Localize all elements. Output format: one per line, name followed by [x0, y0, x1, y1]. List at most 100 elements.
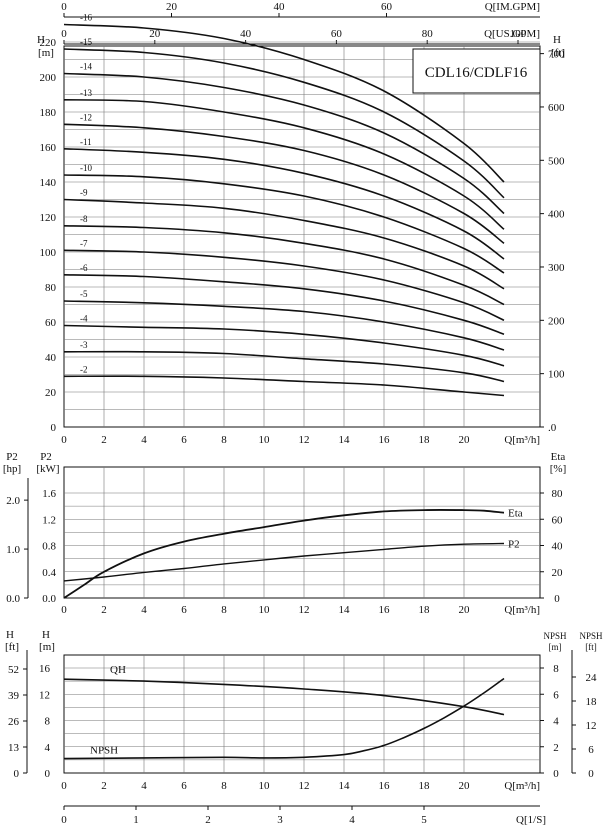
chart-title: CDL16/CDLF16 — [425, 65, 528, 81]
qh-stage-label: -7 — [80, 238, 88, 248]
npsh-ft-tick-label: 0 — [588, 768, 594, 780]
npsh-ft-unit: [ft] — [585, 642, 597, 652]
head-ft-tick-label: .0 — [548, 422, 557, 434]
p2-kw-unit: P2 — [40, 451, 52, 463]
im-gpm-tick-label: 40 — [274, 1, 286, 13]
eta-curve — [63, 509, 505, 599]
p2-kw-tick-label: 0.0 — [42, 593, 56, 605]
qh-curve — [63, 148, 505, 260]
head-m-tick-label: 100 — [40, 247, 57, 259]
qh-small-curve — [63, 678, 505, 716]
us-gpm-tick-label: 0 — [61, 28, 67, 40]
h-ft-small-tick-label: 52 — [8, 664, 19, 676]
qh-stage-label: -16 — [80, 13, 92, 23]
npsh-x-tick-label: 16 — [379, 780, 391, 792]
p2-hp-unit: P2 — [6, 451, 18, 463]
npsh-ft-tick-label: 6 — [588, 744, 594, 756]
head-m-tick-label: 180 — [40, 107, 57, 119]
chart-frames — [23, 13, 576, 810]
npsh-x-tick-label: 20 — [459, 780, 471, 792]
h-m-small-tick-label: 12 — [39, 689, 50, 701]
qh-stage-label: -2 — [80, 364, 88, 374]
npsh-m-unit: [m] — [549, 642, 562, 652]
us-gpm-axis-label: Q[US.GPM] — [484, 28, 540, 40]
qh-stage-label: -8 — [80, 214, 88, 224]
qh-x-tick-label: 20 — [459, 434, 471, 446]
npsh-x-tick-label: 14 — [339, 780, 351, 792]
eta-unit: Eta — [551, 451, 566, 463]
eta-tick-label: 60 — [552, 514, 564, 526]
qh-stage-label: -15 — [80, 37, 92, 47]
qh-stage-label: -11 — [80, 137, 92, 147]
p2-curve — [63, 542, 505, 582]
qh-x-tick-label: 16 — [379, 434, 391, 446]
p2-hp-tick-label: 2.0 — [6, 495, 20, 507]
head-m-tick-label: 200 — [40, 72, 57, 84]
npsh-ft-tick-label: 18 — [586, 696, 598, 708]
p2-x-tick-label: 18 — [419, 604, 431, 616]
h-m-small-unit: H — [42, 629, 50, 641]
head-ft-unit: [ft] — [551, 47, 565, 59]
us-gpm-tick-label: 60 — [331, 28, 343, 40]
eta-tick-label: 40 — [552, 541, 564, 553]
npsh-m-tick-label: 6 — [553, 689, 559, 701]
qh-curve — [63, 324, 505, 367]
qh-curve — [63, 249, 505, 322]
head-ft-tick-label: 200 — [548, 315, 565, 327]
h-m-small-tick-label: 0 — [45, 768, 51, 780]
chart-curves — [63, 23, 505, 760]
im-gpm-tick-label: 20 — [166, 1, 178, 13]
qh-stage-label: -3 — [80, 340, 88, 350]
head-m-tick-label: 0 — [51, 422, 57, 434]
qh-stage-label: -10 — [80, 163, 92, 173]
head-m-tick-label: 160 — [40, 142, 57, 154]
h-ft-small-unit: H — [6, 629, 14, 641]
head-m-tick-label: 40 — [45, 352, 57, 364]
eta-tick-label: 80 — [552, 488, 564, 500]
head-m-tick-label: 120 — [40, 212, 57, 224]
eta-tick-label: 0 — [554, 593, 560, 605]
head-m-tick-label: 60 — [45, 317, 57, 329]
p2-kw-tick-label: 1.6 — [42, 488, 56, 500]
p2-x-tick-label: 0 — [61, 604, 67, 616]
npsh-ft-unit: NPSH — [579, 631, 603, 641]
npsh-ft-tick-label: 24 — [586, 672, 598, 684]
qh-x-tick-label: 18 — [419, 434, 431, 446]
chart-text: 0 20 40 60 Q[IM.GPM]0 20 40 60 80 100Q[US.GPM]020… — [3, 1, 603, 826]
p2-series-label: P2 — [508, 539, 520, 551]
us-gpm-tick-label: 100 — [510, 28, 527, 40]
qh-curve — [63, 72, 505, 215]
qh-curve — [63, 350, 505, 383]
head-m-unit: [m] — [38, 47, 54, 59]
qh-stage-label: -6 — [80, 263, 88, 273]
p2-hp-tick-label: 0.0 — [6, 593, 20, 605]
npsh-series-label: NPSH — [90, 745, 118, 757]
npsh-x-tick-label: 12 — [299, 780, 310, 792]
npsh-x-tick-label: 4 — [141, 780, 147, 792]
qh-curve — [63, 274, 505, 336]
h-m-small-tick-label: 16 — [39, 663, 51, 675]
head-ft-tick-label: 300 — [548, 262, 565, 274]
qh-stage-label: -9 — [80, 188, 88, 198]
im-gpm-tick-label: 0 — [61, 1, 67, 13]
h-ft-small-tick-label: 13 — [8, 742, 20, 754]
h-m-small-tick-label: 4 — [45, 742, 51, 754]
p2-x-tick-label: 6 — [181, 604, 187, 616]
eta-unit: [%] — [550, 463, 567, 475]
h-ft-small-unit: [ft] — [5, 641, 19, 653]
qh-small-series-label: QH — [110, 664, 126, 676]
qh-curve — [63, 300, 505, 351]
eta-series-label: Eta — [508, 508, 523, 520]
qh-curve — [63, 99, 505, 230]
q-ls-tick-label: 2 — [205, 814, 211, 826]
h-ft-small-tick-label: 26 — [8, 716, 20, 728]
p2-x-tick-label: 14 — [339, 604, 351, 616]
qh-x-tick-label: 4 — [141, 434, 147, 446]
p2-x-tick-label: 20 — [459, 604, 471, 616]
qh-x-axis-label: Q[m³/h] — [504, 434, 540, 446]
npsh-ft-tick-label: 12 — [586, 720, 597, 732]
qh-stage-label: -4 — [80, 314, 88, 324]
qh-x-tick-label: 8 — [221, 434, 227, 446]
eta-tick-label: 20 — [552, 567, 564, 579]
